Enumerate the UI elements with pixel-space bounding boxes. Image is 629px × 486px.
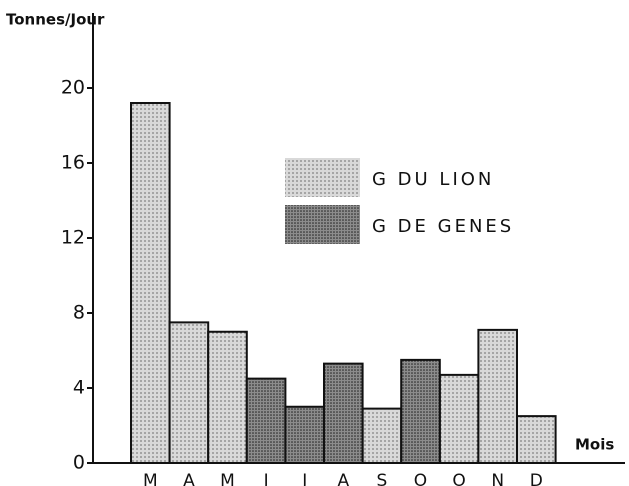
y-tick-label: 8 xyxy=(73,302,85,324)
x-tick-label: A xyxy=(183,471,195,486)
x-tick-label: A xyxy=(337,471,349,486)
legend-label: G DE GENES xyxy=(372,216,514,237)
y-tick-label: 20 xyxy=(61,77,85,99)
bar xyxy=(245,377,287,464)
y-tick-label: 12 xyxy=(61,227,85,249)
bar xyxy=(168,321,210,464)
bar xyxy=(323,362,364,464)
x-axis-label: Mois xyxy=(575,436,614,454)
x-tick-label: S xyxy=(377,471,388,486)
x-tick-label: O xyxy=(452,471,465,486)
x-tick-label: N xyxy=(491,471,504,486)
legend-label: G DU LION xyxy=(372,169,494,190)
bar xyxy=(207,330,248,464)
bar xyxy=(130,102,171,464)
y-tick-label: 0 xyxy=(73,452,85,474)
x-tick-label: J xyxy=(301,471,307,486)
y-tick-label: 16 xyxy=(61,152,85,174)
legend-swatch xyxy=(285,158,360,197)
bar xyxy=(361,407,403,464)
y-axis-label: Tonnes/Jour xyxy=(6,11,105,29)
bar xyxy=(400,358,441,464)
bar xyxy=(284,405,325,464)
x-tick-label: J xyxy=(263,471,269,486)
bar xyxy=(516,415,557,464)
x-tick-label: O xyxy=(414,471,427,486)
bar xyxy=(438,373,480,464)
legend-swatch xyxy=(285,205,360,244)
y-tick-label: 4 xyxy=(73,377,85,399)
x-tick-label: D xyxy=(530,471,543,486)
x-tick-label: M xyxy=(143,471,158,486)
x-tick-label: M xyxy=(220,471,235,486)
bar xyxy=(477,328,518,464)
